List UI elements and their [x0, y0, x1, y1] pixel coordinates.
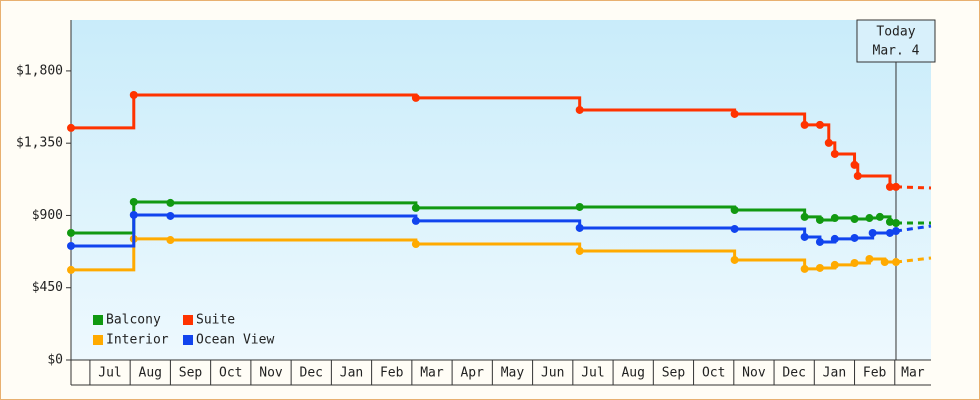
legend-swatch — [183, 335, 193, 345]
point — [411, 216, 420, 225]
x-tick-label: May — [501, 366, 525, 381]
x-tick-label: Jun — [541, 366, 564, 381]
today-label: Today — [876, 25, 915, 40]
x-tick-label: Dec — [300, 366, 323, 381]
forecast-line — [895, 224, 932, 233]
today-box — [856, 19, 936, 63]
point — [730, 109, 739, 118]
point — [575, 202, 584, 211]
point — [885, 228, 894, 237]
point — [67, 265, 75, 274]
x-tick-label: Jul — [581, 366, 604, 381]
x-tick-label: Sep — [662, 366, 686, 381]
x-tick-label: Jul — [98, 366, 121, 381]
point — [67, 241, 75, 250]
forecast-line — [895, 185, 932, 190]
legend-swatch — [93, 315, 103, 325]
y-tick-label: $900 — [32, 208, 63, 223]
point — [850, 258, 859, 267]
point — [885, 182, 894, 191]
legend-label: Interior — [106, 333, 169, 348]
point — [830, 149, 839, 158]
plot-area — [71, 20, 931, 360]
point — [875, 212, 884, 221]
x-tick-label: Aug — [139, 366, 162, 381]
point — [891, 227, 900, 236]
x-tick-label: Jan — [340, 366, 363, 381]
point — [166, 198, 175, 207]
y-tick-label: $1,800 — [16, 63, 63, 78]
forecast-line — [895, 256, 932, 264]
point — [891, 258, 900, 267]
point — [865, 254, 874, 263]
point — [129, 91, 138, 100]
point — [129, 197, 138, 206]
legend-label: Balcony — [106, 313, 161, 328]
point — [67, 123, 75, 132]
point — [830, 234, 839, 243]
point — [815, 237, 824, 246]
point — [885, 217, 894, 226]
x-tick-label: Sep — [179, 366, 203, 381]
point — [800, 120, 809, 129]
x-tick-label: Mar — [420, 366, 444, 381]
point — [730, 224, 739, 233]
y-tick-label: $450 — [32, 280, 63, 295]
y-tick-label: $1,350 — [16, 136, 63, 151]
point — [730, 205, 739, 214]
point — [411, 93, 420, 102]
point — [850, 160, 859, 169]
legend-label: Ocean View — [196, 333, 274, 348]
point — [865, 214, 874, 223]
point — [815, 263, 824, 272]
point — [815, 120, 824, 129]
point — [830, 260, 839, 269]
point — [411, 240, 420, 249]
legend-swatch — [93, 335, 103, 345]
point — [824, 138, 833, 147]
point — [411, 203, 420, 212]
point — [830, 214, 839, 223]
point — [850, 233, 859, 242]
point — [730, 255, 739, 264]
point — [800, 212, 809, 221]
point — [129, 210, 138, 219]
x-tick-label: Jan — [823, 366, 846, 381]
point — [815, 215, 824, 224]
point — [853, 171, 862, 180]
legend-label: Suite — [196, 313, 235, 328]
point — [800, 232, 809, 241]
x-tick-label: Feb — [380, 366, 404, 381]
x-tick-label: Mar — [901, 366, 925, 381]
point — [868, 228, 877, 237]
x-tick-label: Feb — [863, 366, 887, 381]
point — [575, 105, 584, 114]
point — [800, 264, 809, 273]
x-tick-label: Nov — [259, 366, 283, 381]
point — [850, 214, 859, 223]
point — [891, 219, 900, 228]
x-tick-label: Aug — [621, 366, 644, 381]
y-tick-label: $0 — [47, 353, 63, 368]
point — [575, 223, 584, 232]
x-tick-label: Apr — [460, 366, 484, 381]
x-tick-label: Oct — [219, 366, 242, 381]
today-label: Mar. 4 — [873, 44, 920, 59]
point — [575, 246, 584, 255]
x-tick-label: Dec — [782, 366, 805, 381]
x-tick-label: Oct — [702, 366, 725, 381]
legend-swatch — [183, 315, 193, 325]
point — [166, 236, 175, 245]
point — [166, 211, 175, 220]
point — [891, 182, 900, 191]
point — [880, 258, 889, 267]
point — [67, 228, 75, 237]
x-tick-label: Nov — [742, 366, 766, 381]
